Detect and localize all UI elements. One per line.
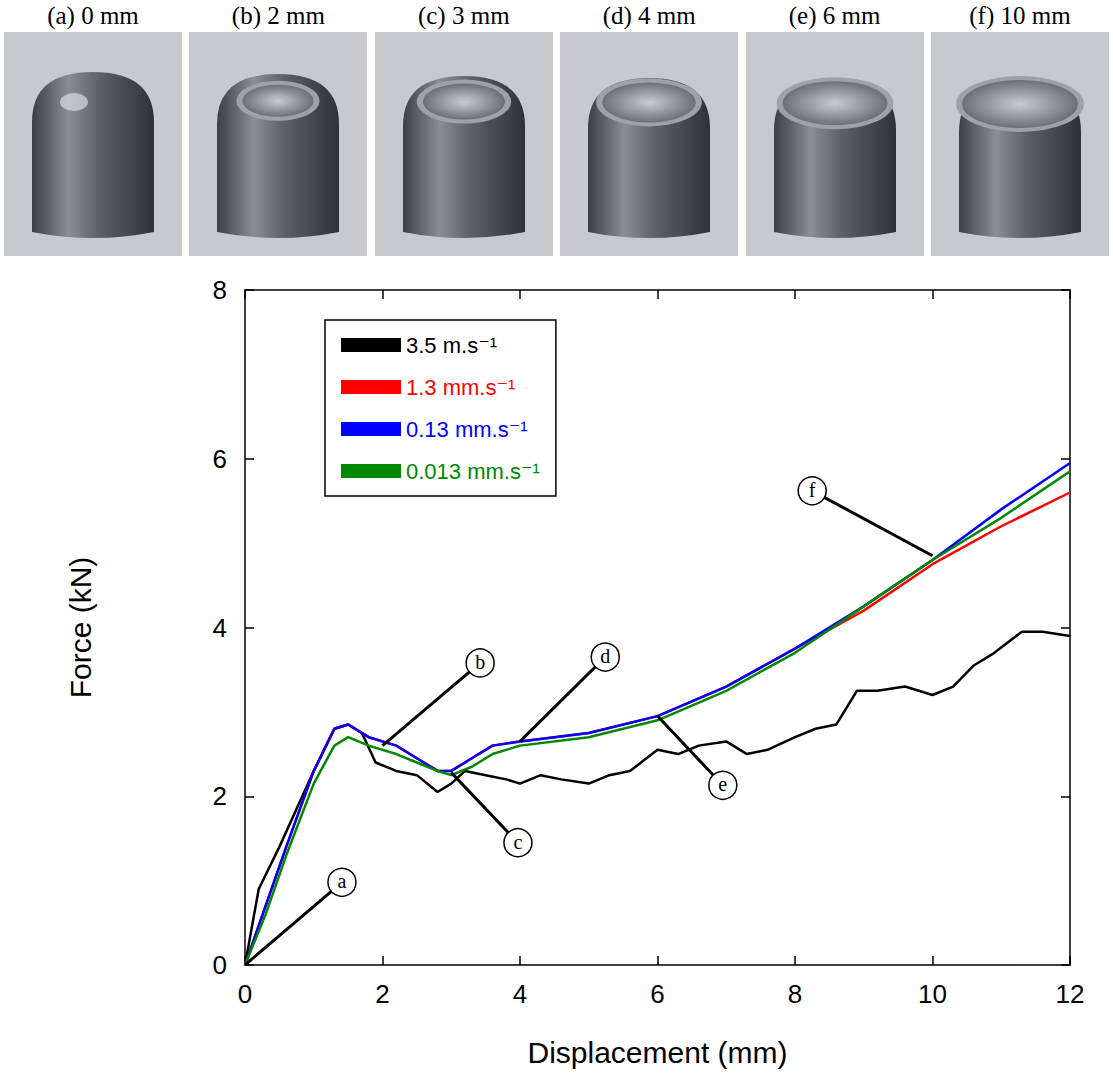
svg-text:10: 10 [918,979,947,1009]
svg-text:b: b [475,651,485,673]
svg-text:0.13 mm.s⁻¹: 0.13 mm.s⁻¹ [406,417,528,442]
html-text:(c) 3 mm: (c) 3 mm [418,2,510,29]
html-text:(a) 0 mm: (a) 0 mm [47,2,139,29]
html-text:(d) 4 mm: (d) 4 mm [602,2,696,29]
svg-text:c: c [513,831,522,853]
svg-text:0.013 mm.s⁻¹: 0.013 mm.s⁻¹ [406,459,540,484]
svg-text:2: 2 [375,979,389,1009]
svg-text:8: 8 [788,979,802,1009]
svg-text:6: 6 [650,979,664,1009]
svg-text:8: 8 [213,275,227,305]
svg-text:e: e [718,773,727,795]
svg-text:6: 6 [213,444,227,474]
html-text:(e) 6 mm: (e) 6 mm [788,2,881,29]
svg-text:3.5 m.s⁻¹: 3.5 m.s⁻¹ [406,333,497,358]
html-text:(b) 2 mm: (b) 2 mm [231,2,325,29]
svg-text:Displacement (mm): Displacement (mm) [527,1036,787,1069]
svg-text:4: 4 [213,613,227,643]
html-text:(f) 10 mm: (f) 10 mm [969,2,1071,29]
svg-text:2: 2 [213,781,227,811]
svg-text:d: d [600,645,610,667]
svg-text:0: 0 [238,979,252,1009]
svg-text:a: a [337,870,346,892]
svg-text:0: 0 [213,950,227,980]
svg-text:Force (kN): Force (kN) [64,557,97,699]
svg-text:f: f [809,479,816,501]
svg-text:1.3 mm.s⁻¹: 1.3 mm.s⁻¹ [406,375,515,400]
svg-text:4: 4 [513,979,527,1009]
svg-text:12: 12 [1056,979,1085,1009]
